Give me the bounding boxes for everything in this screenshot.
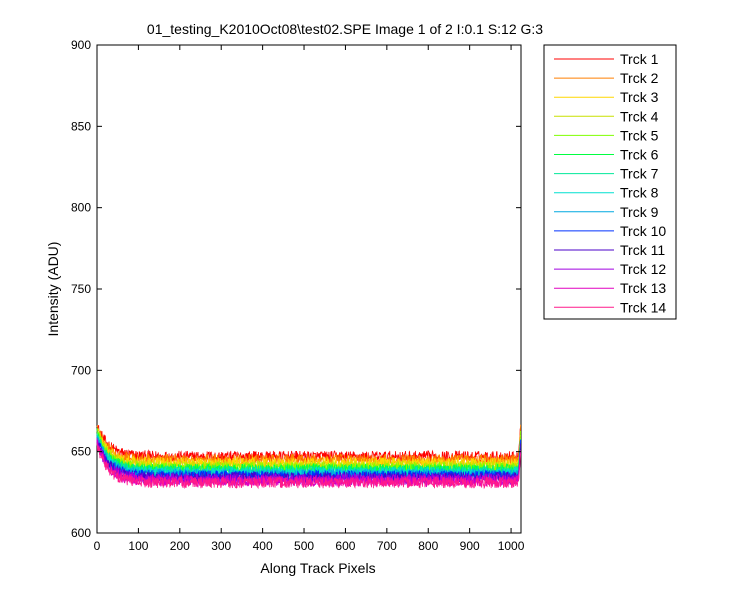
- series-line-14: [96, 443, 521, 490]
- x-tick-label: 900: [460, 539, 480, 553]
- chart-title: 01_testing_K2010Oct08\test02.SPE Image 1…: [147, 21, 543, 37]
- legend-items: Trck 1 Trck 2 Trck 3 Trck 4 Trck 5 Trck 6 Trck…: [554, 51, 666, 315]
- y-tick-label: 850: [71, 119, 91, 133]
- y-tick-label: 700: [71, 363, 91, 377]
- y-axis-ticks: 600 650 700 750 800 850 900: [71, 38, 521, 540]
- plot-area: 0 100 200 300 400 500 600 700 800 900 1000 600 650 7…: [71, 38, 525, 553]
- y-tick-label: 900: [71, 38, 91, 52]
- series-group: [96, 424, 521, 490]
- legend-label-3: Trck 3: [620, 89, 659, 105]
- legend-label-5: Trck 5: [620, 127, 659, 143]
- legend-box: [543, 44, 677, 320]
- legend-label-8: Trck 8: [620, 185, 659, 201]
- y-tick-label: 750: [71, 282, 91, 296]
- x-axis-ticks: 0 100 200 300 400 500 600 700 800 900 1000: [94, 45, 525, 553]
- legend-label-10: Trck 10: [620, 223, 666, 239]
- legend-label-2: Trck 2: [620, 70, 659, 86]
- x-tick-label: 400: [253, 539, 273, 553]
- x-tick-label: 500: [294, 539, 314, 553]
- y-axis-title: Intensity (ADU): [45, 242, 61, 337]
- x-axis-title: Along Track Pixels: [260, 560, 375, 576]
- legend-label-6: Trck 6: [620, 147, 659, 163]
- y-tick-label: 800: [71, 201, 91, 215]
- x-tick-label: 0: [94, 539, 101, 553]
- x-tick-label: 800: [418, 539, 438, 553]
- legend-label-4: Trck 4: [620, 108, 659, 124]
- legend-label-14: Trck 14: [620, 299, 666, 315]
- legend-label-7: Trck 7: [620, 166, 659, 182]
- legend-label-12: Trck 12: [620, 261, 666, 277]
- y-tick-label: 600: [71, 526, 91, 540]
- y-tick-label: 650: [71, 445, 91, 459]
- legend: Trck 1 Trck 2 Trck 3 Trck 4 Trck 5 Trck 6 Trck…: [543, 44, 677, 320]
- legend-label-1: Trck 1: [620, 51, 659, 67]
- x-tick-label: 700: [377, 539, 397, 553]
- x-tick-label: 100: [128, 539, 148, 553]
- plot-frame: [96, 44, 522, 534]
- x-tick-label: 200: [170, 539, 190, 553]
- legend-label-13: Trck 13: [620, 280, 666, 296]
- legend-label-11: Trck 11: [620, 242, 665, 258]
- legend-label-9: Trck 9: [620, 204, 659, 220]
- x-tick-label: 1000: [498, 539, 525, 553]
- x-tick-label: 600: [335, 539, 355, 553]
- x-tick-label: 300: [211, 539, 231, 553]
